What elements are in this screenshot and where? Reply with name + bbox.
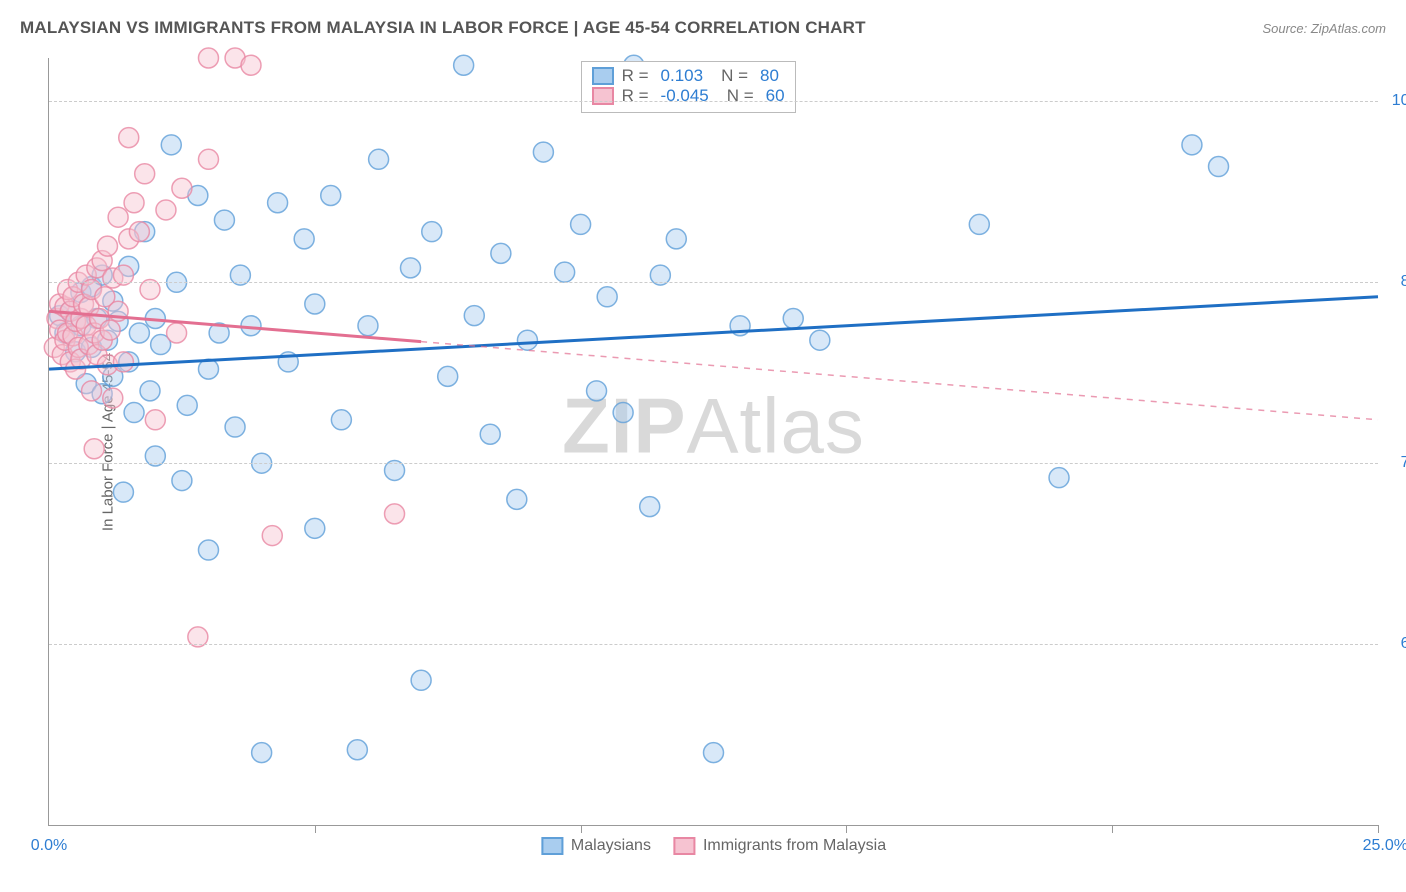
x-max-label: 25.0% — [1363, 837, 1406, 855]
n-value-0: 80 — [760, 66, 779, 86]
series-name-1: Immigrants from Malaysia — [703, 837, 886, 855]
chart-container: In Labor Force | Age 45-54 ZIPAtlas R = … — [48, 58, 1378, 826]
series-name-0: Malaysians — [571, 837, 651, 855]
n-label: N = — [721, 66, 748, 86]
x-min-label: 0.0% — [31, 837, 67, 855]
y-tick-label: 75.0% — [1401, 454, 1406, 472]
legend-stats: R = 0.103 N = 80 R = -0.045 N = 60 — [581, 61, 796, 113]
source-label: Source: ZipAtlas.com — [1262, 21, 1386, 36]
chart-title: MALAYSIAN VS IMMIGRANTS FROM MALAYSIA IN… — [20, 18, 866, 38]
chart-svg — [49, 58, 1378, 825]
y-tick-label: 62.5% — [1401, 635, 1406, 653]
legend-series: Malaysians Immigrants from Malaysia — [541, 837, 886, 855]
n-value-1: 60 — [766, 86, 785, 106]
r-value-0: 0.103 — [661, 66, 704, 86]
legend-swatch-series-1 — [673, 837, 695, 855]
legend-swatch-0 — [592, 67, 614, 85]
r-label: R = — [622, 86, 649, 106]
legend-swatch-series-0 — [541, 837, 563, 855]
y-tick-label: 100.0% — [1392, 92, 1406, 110]
n-label: N = — [727, 86, 754, 106]
y-tick-label: 87.5% — [1401, 273, 1406, 291]
r-value-1: -0.045 — [661, 86, 709, 106]
r-label: R = — [622, 66, 649, 86]
